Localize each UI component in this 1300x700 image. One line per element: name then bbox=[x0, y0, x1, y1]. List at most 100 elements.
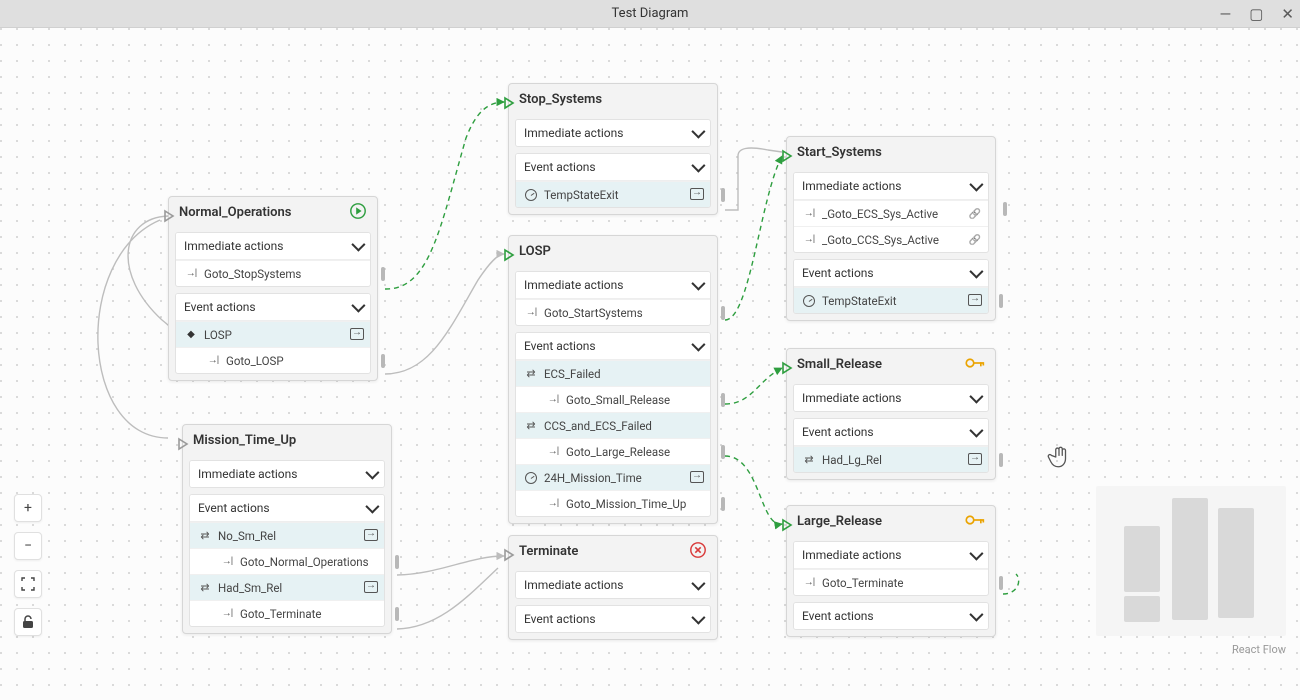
section-header[interactable]: Immediate actions bbox=[516, 572, 710, 598]
section-header[interactable]: Immediate actions bbox=[516, 272, 710, 299]
zoom-out-button[interactable]: − bbox=[14, 532, 42, 560]
section-header[interactable]: Event actions bbox=[794, 603, 988, 629]
minimap-node bbox=[1124, 596, 1160, 622]
state-node-losp[interactable]: LOSP Immediate actionsGoto_StartSystems Ev… bbox=[508, 235, 718, 524]
state-node-small-rel[interactable]: Small_Release Immediate actions Event acti… bbox=[786, 348, 996, 480]
state-node-large-rel[interactable]: Large_Release Immediate actionsGoto_Termi… bbox=[786, 505, 996, 637]
timer-icon bbox=[802, 294, 816, 308]
close-icon[interactable]: ✕ bbox=[1281, 7, 1294, 22]
output-handle[interactable] bbox=[381, 267, 385, 281]
action-row[interactable]: Goto_StartSystems bbox=[516, 299, 710, 325]
window-title: Test Diagram bbox=[612, 6, 689, 21]
controls: + − bbox=[14, 494, 42, 636]
action-row[interactable]: TempStateExit bbox=[794, 287, 988, 313]
chevron-down-icon bbox=[691, 159, 705, 173]
action-row[interactable]: Goto_Large_Release bbox=[516, 438, 710, 464]
section-header[interactable]: Immediate actions bbox=[794, 173, 988, 200]
diagram-canvas[interactable]: Normal_OperationsImmediate actionsGoto_S… bbox=[0, 28, 1300, 700]
action-row[interactable]: No_Sm_Rel bbox=[190, 522, 384, 548]
variable-icon bbox=[198, 581, 212, 595]
output-handle[interactable] bbox=[999, 576, 1003, 590]
state-node-terminate[interactable]: Terminate Immediate actions Event actions bbox=[508, 535, 718, 640]
action-row[interactable]: CCS_and_ECS_Failed bbox=[516, 412, 710, 438]
action-row[interactable]: Goto_Terminate bbox=[190, 600, 384, 626]
variable-icon bbox=[524, 419, 538, 433]
action-label: LOSP bbox=[204, 328, 232, 342]
chevron-down-icon bbox=[969, 390, 983, 404]
section-header[interactable]: Event actions bbox=[794, 419, 988, 446]
enter-icon bbox=[968, 452, 982, 466]
goto-icon bbox=[184, 267, 198, 281]
goto-icon bbox=[220, 607, 234, 621]
action-row[interactable]: Goto_StopSystems bbox=[176, 260, 370, 286]
enter-icon bbox=[364, 580, 378, 594]
section-label: Event actions bbox=[184, 300, 256, 314]
section-header[interactable]: Immediate actions bbox=[794, 385, 988, 411]
node-header[interactable]: Mission_Time_Up bbox=[183, 425, 391, 456]
output-handle[interactable] bbox=[721, 393, 725, 407]
action-row[interactable]: 24H_Mission_Time bbox=[516, 464, 710, 490]
action-row[interactable]: Goto_Mission_Time_Up bbox=[516, 490, 710, 516]
output-handle[interactable] bbox=[999, 294, 1003, 308]
node-header[interactable]: Stop_Systems bbox=[509, 84, 717, 115]
goto-icon bbox=[802, 233, 816, 247]
section-header[interactable]: Event actions bbox=[176, 294, 370, 321]
action-row[interactable]: Had_Sm_Rel bbox=[190, 574, 384, 600]
node-header[interactable]: Small_Release bbox=[787, 349, 995, 380]
action-row[interactable]: TempStateExit bbox=[516, 181, 710, 207]
section-header[interactable]: Event actions bbox=[516, 333, 710, 360]
action-row[interactable]: _Goto_ECS_Sys_Active bbox=[794, 200, 988, 226]
output-handle[interactable] bbox=[721, 497, 725, 511]
enter-icon bbox=[350, 327, 364, 341]
state-node-mission-time[interactable]: Mission_Time_Up Immediate actions Event ac… bbox=[182, 424, 392, 634]
state-node-stop-sys[interactable]: Stop_Systems Immediate actions Event actio… bbox=[508, 83, 718, 215]
lock-button[interactable] bbox=[14, 608, 42, 636]
node-header[interactable]: Start_Systems bbox=[787, 137, 995, 168]
action-row[interactable]: Had_Lg_Rel bbox=[794, 446, 988, 472]
node-header[interactable]: LOSP bbox=[509, 236, 717, 267]
section-header[interactable]: Event actions bbox=[794, 260, 988, 287]
variable-icon bbox=[524, 367, 538, 381]
section-header[interactable]: Immediate actions bbox=[794, 542, 988, 569]
action-row[interactable]: Goto_Terminate bbox=[794, 569, 988, 595]
output-handle[interactable] bbox=[381, 354, 385, 368]
fit-view-button[interactable] bbox=[14, 570, 42, 598]
action-label: _Goto_CCS_Sys_Active bbox=[822, 233, 939, 247]
titlebar: Test Diagram — ▢ ✕ bbox=[0, 0, 1300, 28]
chevron-down-icon bbox=[691, 577, 705, 591]
action-row[interactable]: ECS_Failed bbox=[516, 360, 710, 386]
action-row[interactable]: _Goto_CCS_Sys_Active bbox=[794, 226, 988, 252]
output-handle[interactable] bbox=[395, 555, 399, 569]
section-header[interactable]: Event actions bbox=[190, 495, 384, 522]
node-header[interactable]: Terminate bbox=[509, 536, 717, 567]
action-row[interactable]: Goto_LOSP bbox=[176, 347, 370, 373]
section-label: Event actions bbox=[802, 425, 874, 439]
action-row[interactable]: Goto_Small_Release bbox=[516, 386, 710, 412]
output-handle[interactable] bbox=[395, 607, 399, 621]
section-header[interactable]: Immediate actions bbox=[190, 461, 384, 487]
output-handle[interactable] bbox=[721, 188, 725, 202]
section-header[interactable]: Event actions bbox=[516, 606, 710, 632]
minimap[interactable] bbox=[1096, 486, 1286, 636]
minimize-icon[interactable]: — bbox=[1220, 7, 1232, 22]
section-header[interactable]: Immediate actions bbox=[176, 233, 370, 260]
output-handle[interactable] bbox=[721, 306, 725, 320]
node-header[interactable]: Large_Release bbox=[787, 506, 995, 537]
state-node-normal-ops[interactable]: Normal_Operations Immediate actionsGoto_S… bbox=[168, 196, 378, 381]
output-handle[interactable] bbox=[721, 445, 725, 459]
goto-icon bbox=[546, 497, 560, 511]
output-handle[interactable] bbox=[999, 453, 1003, 467]
section-label: Event actions bbox=[802, 266, 874, 280]
node-header[interactable]: Normal_Operations bbox=[169, 197, 377, 228]
action-row[interactable]: LOSP bbox=[176, 321, 370, 347]
state-node-start-sys[interactable]: Start_Systems Immediate actions_Goto_ECS_… bbox=[786, 136, 996, 321]
variable-icon bbox=[198, 529, 212, 543]
output-handle[interactable] bbox=[1003, 202, 1007, 216]
section-header[interactable]: Event actions bbox=[516, 154, 710, 181]
section-header[interactable]: Immediate actions bbox=[516, 120, 710, 146]
section-label: Immediate actions bbox=[524, 126, 623, 140]
zoom-in-button[interactable]: + bbox=[14, 494, 42, 522]
action-row[interactable]: Goto_Normal_Operations bbox=[190, 548, 384, 574]
maximize-icon[interactable]: ▢ bbox=[1249, 7, 1263, 22]
event-section: Event actions TempStateExit bbox=[793, 259, 989, 314]
